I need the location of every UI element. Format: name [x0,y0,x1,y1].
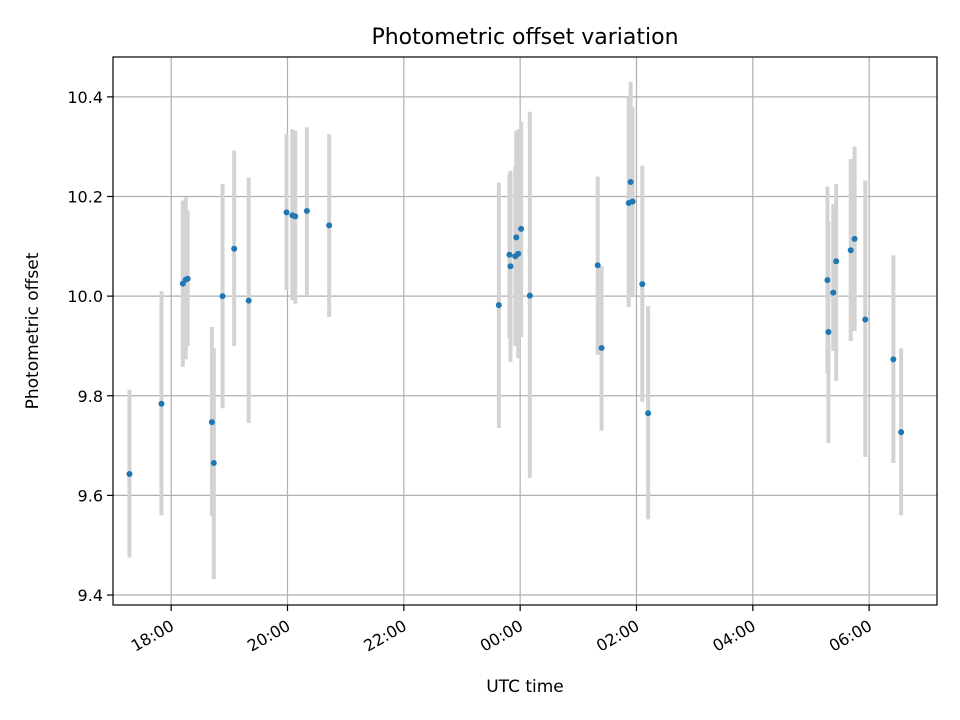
data-point [824,277,831,284]
data-point [830,289,837,296]
x-axis-ticks: 18:00 20:00 22:00 00:00 02:00 04:00 06:00 [128,605,875,656]
error-bars [127,81,904,580]
data-point [629,198,636,205]
x-tick-label: 18:00 [128,616,177,656]
data-point [645,410,652,417]
plot-frame [112,56,938,606]
data-point [245,297,252,304]
data-point [126,470,133,477]
data-point [495,302,502,309]
data-point [326,222,333,229]
y-axis-ticks: 9.4 9.6 9.8 10.0 10.2 10.4 [67,88,113,605]
data-point [598,344,605,351]
data-point [862,316,869,323]
data-point [184,275,191,282]
data-point [518,225,525,232]
data-point [506,251,513,258]
data-point [526,292,533,299]
data-point [303,207,310,214]
chart-title: Photometric offset variation [371,25,678,50]
x-axis-label: UTC time [486,677,564,697]
data-point [833,258,840,265]
data-point [158,400,165,407]
y-tick-label: 9.6 [78,486,103,505]
data-point [513,234,520,241]
data-point [219,293,226,300]
data-point [210,460,217,467]
data-points [126,179,905,477]
y-axis-label: Photometric offset [23,252,43,409]
x-tick-label: 04:00 [709,616,758,656]
data-point [292,213,299,220]
x-tick-label: 06:00 [826,616,875,656]
x-tick-label: 22:00 [360,616,409,656]
y-tick-label: 9.4 [78,586,103,605]
data-point [231,245,238,252]
y-tick-label: 10.0 [67,287,103,306]
y-tick-label: 10.2 [67,187,103,206]
x-tick-label: 20:00 [244,616,293,656]
data-point [594,262,601,269]
x-tick-label: 02:00 [593,616,642,656]
data-point [208,419,215,426]
grid-lines [113,57,937,605]
data-point [639,281,646,288]
data-point [890,356,897,363]
y-tick-label: 10.4 [67,88,103,107]
data-point [851,235,858,242]
x-tick-label: 00:00 [477,616,526,656]
data-point [825,328,832,335]
data-point [515,250,522,257]
data-point [847,247,854,254]
data-point [507,263,514,270]
data-point [898,429,905,436]
data-point [627,179,634,186]
y-tick-label: 9.8 [78,387,103,406]
data-point [283,209,290,216]
